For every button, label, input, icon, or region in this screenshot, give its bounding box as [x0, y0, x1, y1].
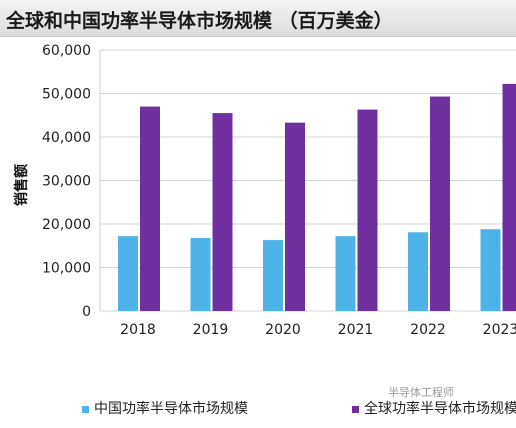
legend-label-global: 全球功率半导体市场规模 — [364, 401, 516, 417]
bar-global-2020 — [285, 122, 305, 312]
bar-china-2020 — [263, 240, 283, 311]
y-tick-label: 40,000 — [42, 130, 91, 146]
chart-title: 全球和中国功率半导体市场规模 （百万美金） — [6, 10, 393, 32]
bar-global-2021 — [357, 109, 378, 311]
legend-swatch-global — [352, 405, 359, 413]
x-tick-label: 2018 — [120, 322, 156, 338]
legend-label-china: 中国功率半导体市场规模 — [94, 401, 248, 417]
bar-china-2018 — [118, 236, 138, 311]
x-tick-label: 2020 — [265, 322, 301, 338]
x-tick-label: 2022 — [410, 322, 446, 338]
y-axis-label: 销售额 — [13, 164, 30, 206]
y-tick-label: 50,000 — [42, 87, 91, 103]
bar-global-2018 — [140, 106, 160, 311]
bar-global-2023 — [502, 83, 516, 312]
watermark: 半导体工程师 — [388, 386, 454, 399]
bars — [118, 83, 516, 312]
y-tick-label: 0 — [82, 304, 91, 320]
y-tick-label: 10,000 — [42, 261, 91, 277]
y-tick-label: 30,000 — [42, 174, 91, 190]
x-tick-label: 2019 — [193, 322, 229, 338]
bar-china-2022 — [408, 232, 428, 311]
bar-china-2019 — [190, 237, 211, 311]
legend-item-global: 全球功率半导体市场规模 — [352, 398, 516, 418]
x-tick-label: 2021 — [338, 322, 374, 338]
grid-lines — [99, 49, 516, 312]
title-bar: 全球和中国功率半导体市场规模 （百万美金） — [0, 0, 516, 37]
x-tick-label: 2023 — [483, 322, 516, 338]
legend-swatch-china — [82, 405, 89, 413]
bar-china-2021 — [335, 236, 356, 311]
bar-china-2023 — [480, 229, 501, 311]
y-tick-label: 60,000 — [42, 43, 91, 59]
bar-global-2019 — [212, 113, 233, 311]
legend-item-china: 中国功率半导体市场规模 — [82, 398, 248, 418]
x-tick-labels: 2018 2019 2020 2021 2022 2023 — [120, 322, 516, 338]
bar-global-2022 — [430, 96, 450, 311]
y-tick-label: 20,000 — [42, 217, 91, 233]
y-tick-labels: 0 10,000 20,000 30,000 40,000 50,000 60,000 — [42, 43, 91, 320]
